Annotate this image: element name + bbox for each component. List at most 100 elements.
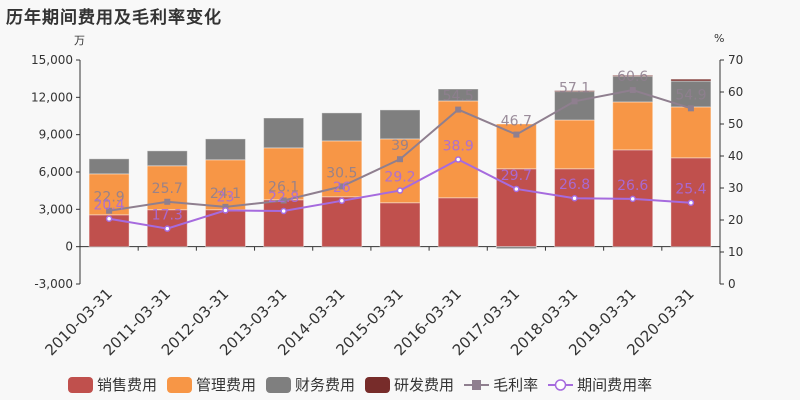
legend-label: 研发费用 (394, 376, 455, 394)
right-tick-label: 10 (728, 245, 743, 259)
legend-swatch (167, 376, 193, 393)
legend-swatch (365, 376, 391, 393)
marker-period[interactable] (222, 207, 229, 214)
data-label-gross: 46.7 (501, 114, 532, 130)
marker-period[interactable] (571, 194, 578, 202)
bar-sales[interactable] (379, 202, 421, 248)
bar-finance[interactable] (495, 246, 537, 250)
bar-sales[interactable] (437, 197, 479, 248)
legend-line-square-icon (464, 379, 490, 390)
bar-finance[interactable] (554, 90, 596, 121)
bar-finance[interactable] (437, 88, 479, 102)
bar-finance[interactable] (379, 109, 421, 140)
right-axis-unit: % (714, 32, 725, 45)
left-tick-label: -3,000 (34, 277, 73, 291)
marker-period[interactable] (629, 195, 636, 203)
marker-gross[interactable] (338, 183, 345, 190)
bar-rd[interactable] (612, 74, 654, 77)
data-label-gross: 39 (391, 138, 409, 154)
bar-finance[interactable] (321, 112, 363, 142)
marker-period[interactable] (280, 207, 287, 215)
right-tick-label: 70 (728, 53, 743, 67)
bar-finance[interactable] (146, 150, 188, 167)
bar-admin[interactable] (612, 101, 654, 151)
left-tick-label: 3,000 (39, 202, 73, 216)
marker-period[interactable] (164, 225, 171, 232)
marker-period[interactable] (105, 215, 113, 222)
legend-swatch (266, 376, 292, 393)
right-tick-label: 20 (728, 213, 743, 227)
data-label-gross: 60.6 (617, 69, 648, 85)
legend-item-finance[interactable]: 财务费用 (266, 374, 355, 395)
legend-item-period[interactable]: 期间费用率 (548, 374, 652, 395)
bar-sales[interactable] (554, 168, 596, 248)
bar-sales[interactable] (204, 209, 246, 248)
data-label-period: 26 (333, 180, 351, 196)
marker-period[interactable] (687, 199, 695, 206)
data-label-gross: 25.7 (152, 181, 183, 197)
data-label-period: 20.4 (94, 198, 125, 214)
marker-gross[interactable] (280, 197, 287, 204)
bar-admin[interactable] (495, 123, 537, 170)
right-tick-label: 60 (728, 85, 743, 99)
chart-legend: 销售费用 管理费用 财务费用 研发费用 毛利率 期间费用率 (68, 374, 662, 395)
data-label-period: 25.4 (675, 182, 706, 198)
marker-gross[interactable] (513, 131, 520, 138)
bar-finance[interactable] (204, 138, 246, 161)
marker-gross[interactable] (687, 105, 694, 112)
data-label-gross: 54.5 (443, 89, 474, 105)
legend-item-rd[interactable]: 研发费用 (365, 374, 454, 395)
bar-admin[interactable] (437, 100, 479, 199)
legend-label: 毛利率 (493, 376, 539, 394)
data-label-gross: 54.9 (675, 87, 706, 103)
data-label-gross: 26.1 (268, 179, 299, 195)
data-label-period: 29.7 (501, 168, 532, 184)
bar-rd[interactable] (670, 78, 712, 82)
marker-gross[interactable] (629, 87, 636, 94)
data-label-gross: 30.5 (326, 165, 357, 181)
right-tick-label: 30 (728, 181, 743, 195)
legend-item-admin[interactable]: 管理费用 (167, 374, 256, 395)
legend-item-sales[interactable]: 销售费用 (68, 374, 157, 395)
right-tick-label: 0 (728, 277, 736, 291)
marker-gross[interactable] (106, 207, 113, 214)
legend-label: 期间费用率 (577, 376, 653, 394)
data-label-period: 26.6 (617, 178, 648, 194)
bar-rd[interactable] (554, 90, 596, 93)
data-label-gross: 24.1 (210, 186, 241, 202)
bar-sales[interactable] (321, 196, 363, 248)
bar-sales[interactable] (263, 199, 305, 248)
data-label-period: 22.8 (268, 190, 299, 206)
left-tick-label: 9,000 (39, 128, 73, 142)
left-axis-unit: 万 (74, 34, 85, 47)
left-tick-label: 15,000 (31, 53, 73, 67)
marker-gross[interactable] (222, 203, 229, 210)
marker-gross[interactable] (571, 98, 578, 105)
bar-admin[interactable] (670, 106, 712, 159)
left-tick-label: 6,000 (39, 165, 73, 179)
marker-gross[interactable] (455, 106, 462, 113)
marker-period[interactable] (513, 185, 520, 193)
data-label-period: 26.8 (559, 177, 590, 193)
data-label-period: 23 (217, 189, 235, 205)
data-label-period: 38.9 (443, 139, 474, 155)
marker-gross[interactable] (164, 198, 171, 205)
marker-period[interactable] (338, 197, 346, 205)
right-tick-label: 40 (728, 149, 743, 163)
data-label-gross: 22.9 (94, 190, 125, 206)
marker-gross[interactable] (397, 156, 403, 163)
chart-title: 历年期间费用及毛利率变化 (6, 8, 222, 28)
data-label-period: 17.3 (152, 208, 183, 224)
bar-finance[interactable] (88, 158, 130, 175)
legend-line-circle-icon (548, 378, 574, 391)
data-label-gross: 57.1 (559, 80, 590, 96)
bar-finance[interactable] (263, 117, 305, 149)
bar-admin[interactable] (554, 119, 596, 170)
legend-label: 销售费用 (97, 376, 158, 394)
marker-period[interactable] (396, 187, 404, 194)
marker-period[interactable] (454, 156, 462, 163)
left-tick-label: 0 (65, 240, 73, 254)
legend-item-gross[interactable]: 毛利率 (464, 374, 538, 395)
right-tick-label: 50 (728, 117, 743, 131)
